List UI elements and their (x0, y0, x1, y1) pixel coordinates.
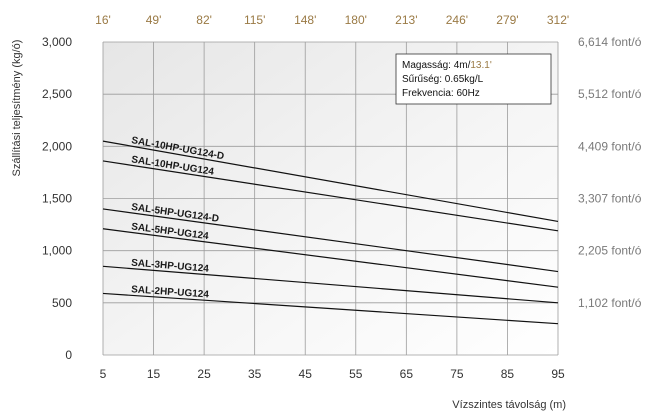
info-box: Magasság: 4m/13.1' Sűrűség: 0.65kg/L Fre… (395, 53, 552, 105)
series-label-6: SAL-2HP-UG124 (131, 284, 210, 300)
y-tick-label: 2,500 (42, 87, 72, 101)
right-tick-labels: 1,102 font/ó 2,205 font/ó 3,307 font/ó 4,40… (578, 35, 642, 310)
right-tick-label: 2,205 font/ó (578, 244, 642, 258)
series-line-4 (102, 228, 559, 288)
x-tick-label: 15 (147, 367, 161, 381)
info-frequency: Frekvencia: 60Hz (402, 88, 480, 99)
top-tick-label: 49' (146, 13, 162, 27)
top-tick-label: 16' (95, 13, 111, 27)
y-tick-label: 1,500 (42, 192, 72, 206)
top-tick-labels: 16' 49' 82' 115' 148' 180' 213' 246' 279' 312' (95, 13, 569, 27)
top-tick-label: 148' (294, 13, 316, 27)
series-line-5 (102, 265, 559, 304)
x-tick-label: 35 (248, 367, 262, 381)
x-tick-labels: 5 15 25 35 45 55 65 75 85 95 (100, 367, 565, 381)
series-line-1 (102, 140, 559, 223)
x-tick-label: 65 (400, 367, 414, 381)
right-tick-label: 5,512 font/ó (578, 87, 642, 101)
top-tick-label: 213' (395, 13, 417, 27)
series-line-3 (102, 208, 559, 273)
series-line-2 (102, 160, 559, 232)
top-tick-label: 115' (244, 13, 265, 27)
info-height-label: Magasság: 4m/ (402, 60, 471, 71)
y-tick-label: 0 (65, 348, 72, 362)
top-tick-label: 246' (446, 13, 468, 27)
right-tick-label: 4,409 font/ó (578, 139, 642, 153)
x-tick-label: 55 (349, 367, 363, 381)
series-line-6 (102, 292, 559, 325)
info-box-frame (395, 53, 552, 105)
x-tick-label: 85 (501, 367, 515, 381)
top-tick-label: 180' (345, 13, 367, 27)
info-height-ft: 13.1' (470, 60, 491, 71)
y-tick-label: 1,000 (42, 244, 72, 258)
y-tick-labels: 0 500 1,000 1,500 2,000 2,500 3,000 (42, 35, 72, 362)
x-tick-label: 45 (299, 367, 313, 381)
y-tick-label: 500 (52, 296, 72, 310)
y-tick-label: 3,000 (42, 35, 72, 49)
info-height: Magasság: 4m/13.1' (402, 60, 492, 71)
x-tick-label: 75 (450, 367, 464, 381)
top-tick-label: 279' (496, 13, 518, 27)
info-density: Sűrűség: 0.65kg/L (402, 74, 484, 85)
top-tick-label: 312' (547, 13, 569, 27)
y-axis-title: Szállítási teljesítmény (kg/ó) (11, 40, 23, 177)
x-tick-label: 95 (551, 367, 565, 381)
series-lines (102, 140, 559, 325)
x-axis-title: Vízszintes távolság (m) (452, 399, 566, 411)
right-tick-label: 3,307 font/ó (578, 192, 642, 206)
x-tick-label: 5 (100, 367, 107, 381)
top-tick-label: 82' (196, 13, 212, 27)
right-tick-label: 1,102 font/ó (578, 296, 642, 310)
x-tick-label: 25 (197, 367, 211, 381)
right-tick-label: 6,614 font/ó (578, 35, 642, 49)
y-tick-label: 2,000 (42, 139, 72, 153)
